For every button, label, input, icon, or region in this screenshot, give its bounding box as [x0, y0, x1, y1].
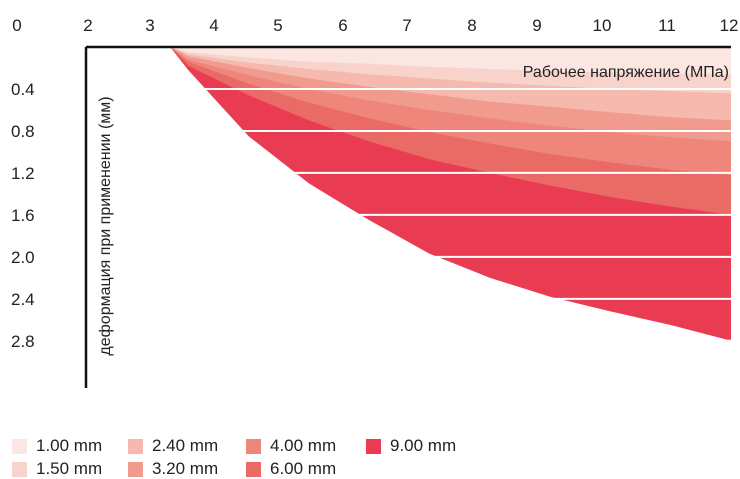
legend-swatch [246, 438, 261, 454]
y-tick-label: 0.8 [11, 122, 35, 141]
legend-item: 2.40 mm [128, 436, 218, 456]
x-tick-label: 11 [658, 16, 676, 35]
y-tick-label: 1.2 [11, 164, 35, 183]
x-axis-label: Рабочее напряжение (МПа) [523, 64, 729, 81]
legend-swatch [12, 438, 27, 454]
legend-label: 9.00 mm [390, 436, 457, 455]
legend-swatch [366, 438, 381, 454]
legend-label: 1.50 mm [36, 459, 103, 478]
series-areas [170, 47, 731, 341]
x-tick-label: 12 [720, 16, 739, 35]
y-tick-label: 2.0 [11, 248, 35, 267]
legend-swatch [128, 461, 143, 477]
legend-label: 6.00 mm [270, 459, 337, 478]
legend-swatch [246, 461, 261, 477]
legend-label: 3.20 mm [152, 459, 219, 478]
legend-label: 4.00 mm [270, 436, 337, 455]
x-tick-labels: 0 2 3 4 5 6 7 8 9 10 11 12 [12, 16, 738, 35]
x-tick-label: 6 [338, 16, 347, 35]
legend-item: 1.50 mm [12, 459, 102, 479]
legend-item: 1.00 mm [12, 436, 102, 456]
y-tick-labels: 0.4 0.8 1.2 1.6 2.0 2.4 2.8 [11, 80, 35, 351]
area-1-00-mm [170, 47, 731, 75]
y-tick-label: 0.4 [11, 80, 35, 99]
x-tick-label: 2 [83, 16, 92, 35]
x-tick-label: 8 [467, 16, 476, 35]
chart: 0 2 3 4 5 6 7 8 9 10 11 12 0.4 0.8 1.2 1.6 2.0 2.4 2.8 Ра… [11, 16, 738, 388]
legend-swatch [128, 438, 143, 454]
x-tick-label: 7 [402, 16, 411, 35]
y-axis-label: деформация при применении (мм) [97, 96, 114, 355]
legend-item: 9.00 mm [366, 436, 456, 456]
legend-label: 2.40 mm [152, 436, 219, 455]
y-tick-label: 2.8 [11, 332, 35, 351]
y-tick-label: 2.4 [11, 290, 35, 309]
legend-item: 6.00 mm [246, 459, 336, 479]
legend-label: 1.00 mm [36, 436, 103, 455]
legend-swatch [12, 461, 27, 477]
gridlines [88, 87, 731, 342]
x-tick-label: 9 [532, 16, 541, 35]
legend-item: 4.00 mm [246, 436, 336, 456]
legend-item: 3.20 mm [128, 459, 218, 479]
x-tick-label: 0 [12, 16, 21, 35]
x-tick-label: 4 [209, 16, 218, 35]
x-tick-label: 3 [145, 16, 154, 35]
x-tick-label: 10 [593, 16, 612, 35]
x-tick-label: 5 [273, 16, 282, 35]
y-tick-label: 1.6 [11, 206, 35, 225]
